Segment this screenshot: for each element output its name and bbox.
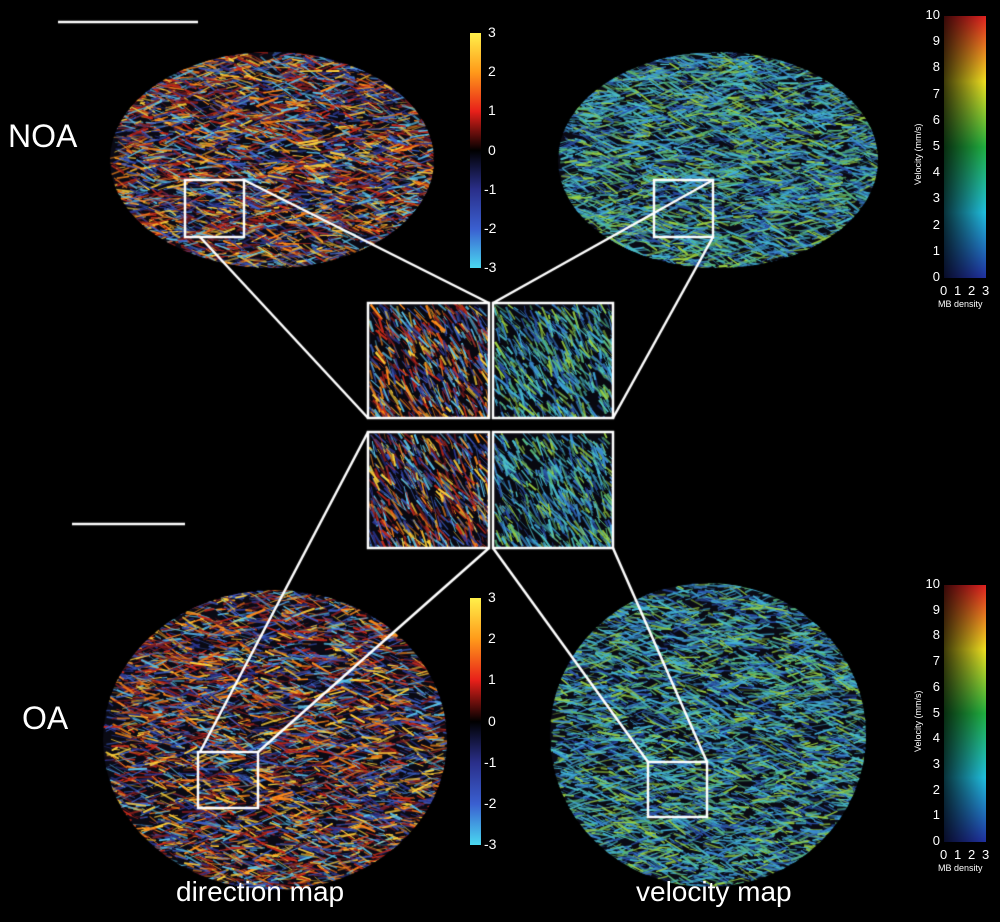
density-tick: 0 [940,847,948,862]
velocity-colorbar-tick: 8 [932,59,940,75]
density-tick: 0 [940,283,948,298]
direction-colorbar-tick: -2 [484,794,497,811]
direction-colorbar-tick: 3 [488,24,496,40]
direction-colorbar-tick: -3 [484,259,497,275]
caption-velocity-map: velocity map [636,876,792,907]
velocity-colorbar-tick: 8 [932,627,940,643]
velocity-colorbar-tick: 2 [932,781,940,797]
velocity-colorbar-tick: 2 [932,216,940,232]
velocity-colorbar-tick: 1 [932,242,940,258]
velocity-colorbar-tick: 6 [932,111,940,127]
velocity-colorbar-label: Velocity (mm/s) [913,123,923,185]
density-label: MB density [938,863,983,873]
velocity-colorbar-gradient [944,585,986,842]
velocity-colorbar-tick: 4 [932,730,940,746]
direction-colorbar-tick: 0 [488,141,496,158]
velocity-colorbar-tick: 9 [932,601,940,617]
direction-colorbar-tick: -2 [484,219,497,236]
velocity-colorbar-tick: 10 [925,576,940,591]
velocity-colorbar-tick: 0 [932,269,940,284]
density-tick: 3 [982,847,990,862]
direction-colorbar-tick: 1 [488,102,496,119]
direction-colorbar-gradient [470,598,481,845]
group-label-oa: OA [22,700,69,736]
velocity-colorbar-tick: 7 [932,85,940,101]
velocity-colorbar-gradient [944,16,986,278]
density-tick: 2 [968,283,976,298]
velocity-colorbar-tick: 1 [932,807,940,823]
velocity-colorbar-tick: 3 [932,755,940,771]
velocity-colorbar-tick: 4 [932,164,940,180]
direction-colorbar-tick: 2 [488,63,496,80]
direction-colorbar-tick: 3 [488,589,496,605]
velocity-colorbar-tick: 5 [932,704,940,720]
velocity-colorbar-tick: 10 [925,7,940,22]
velocity-colorbar-tick: 6 [932,678,940,694]
density-label: MB density [938,299,983,309]
group-label-noa: NOA [8,118,78,154]
density-tick: 1 [954,847,962,862]
direction-colorbar-tick: -1 [484,753,497,770]
density-tick: 1 [954,283,962,298]
velocity-colorbar-tick: 3 [932,190,940,206]
density-tick: 3 [982,283,990,298]
velocity-colorbar-tick: 9 [932,33,940,49]
direction-colorbar-tick: 1 [488,671,496,688]
velocity-colorbar-tick: 5 [932,138,940,153]
velocity-colorbar-tick: 0 [932,833,940,848]
caption-direction-map: direction map [176,876,345,907]
direction-colorbar-tick: -1 [484,180,497,197]
direction-colorbar-tick: -3 [484,836,497,852]
direction-colorbar-gradient [470,33,481,268]
velocity-colorbar-tick: 7 [932,653,940,669]
direction-colorbar-tick: 2 [488,630,496,647]
direction-colorbar-tick: 0 [488,712,496,729]
velocity-colorbar-label: Velocity (mm/s) [913,689,923,752]
density-tick: 2 [968,847,976,862]
